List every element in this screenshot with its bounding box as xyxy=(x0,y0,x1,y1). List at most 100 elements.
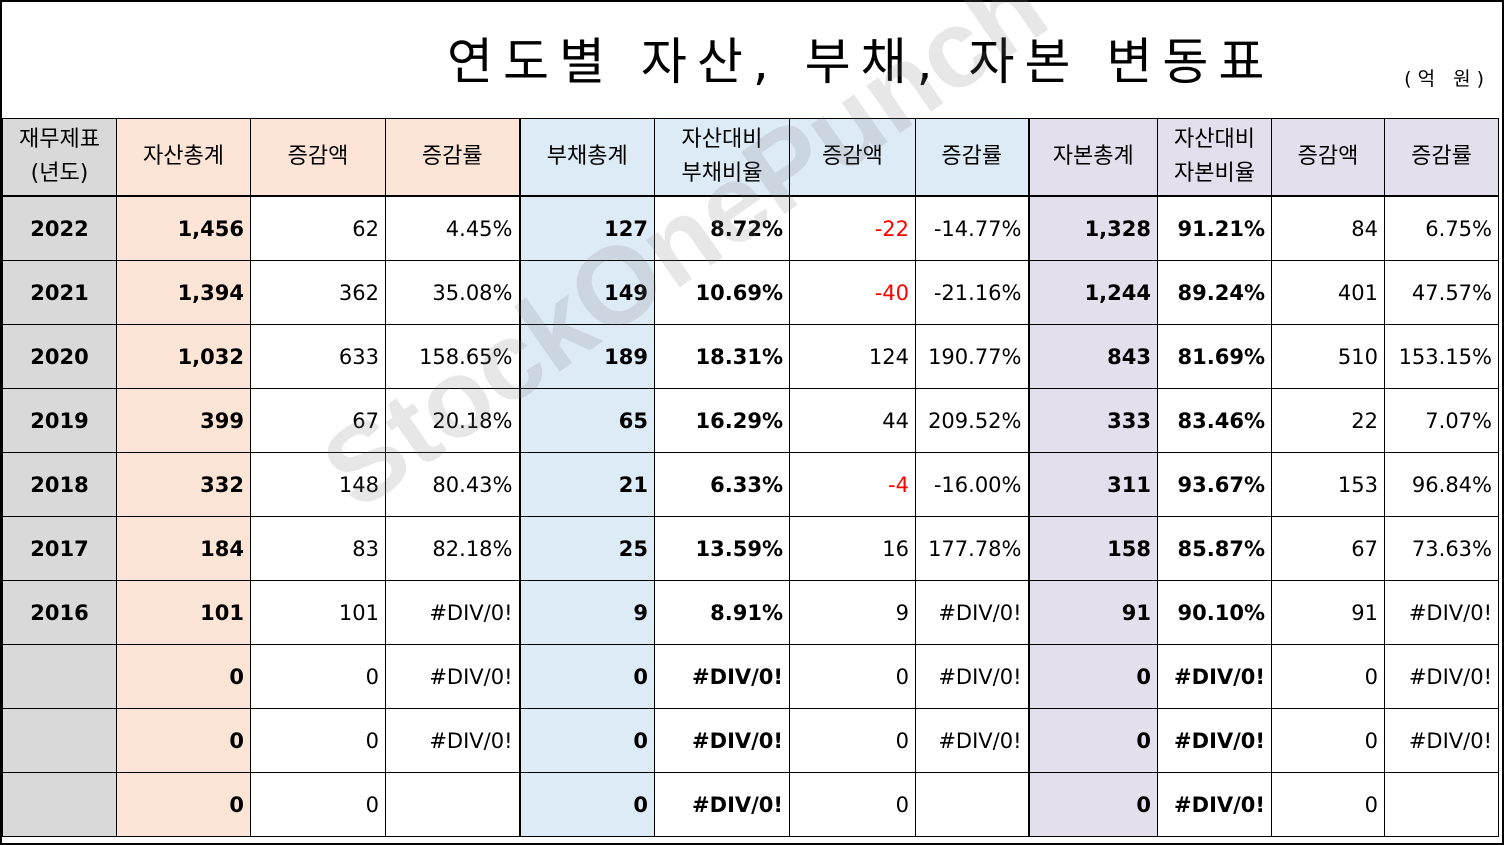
year-cell: 2017 xyxy=(2,516,117,581)
asset-change-cell: 148 xyxy=(250,452,386,517)
year-cell: 2022 xyxy=(2,195,117,261)
year-cell xyxy=(2,772,117,837)
table-row: 0 0 #DIV/0! 0 #DIV/0! 0 #DIV/0! 0 #DIV/0! 0 #DIV/0… xyxy=(2,644,1499,709)
equity-change-rate-cell: 6.75% xyxy=(1384,195,1499,261)
liability-change-cell: -4 xyxy=(789,452,916,517)
table-row: 2020 1,032 633 158.65% 189 18.31% 124 190.77% 84… xyxy=(2,324,1499,389)
header-liability-change: 증감액 xyxy=(789,118,916,197)
table-row: 2018 332 148 80.43% 21 6.33% -4 -16.00% 311 93.67… xyxy=(2,452,1499,517)
header-line-1: 자산대비 xyxy=(681,127,763,152)
page-title: 연도별 자산, 부채, 자본 변동표 xyxy=(447,33,1275,91)
asset-change-rate-cell: 35.08% xyxy=(385,260,520,325)
total-assets-cell: 1,032 xyxy=(116,324,251,389)
equity-change-rate-cell: 47.57% xyxy=(1384,260,1499,325)
header-line-1: 증감률 xyxy=(941,144,1003,169)
liability-change-rate-cell: 177.78% xyxy=(915,516,1029,581)
equity-change-rate-cell: 96.84% xyxy=(1384,452,1499,517)
header-asset-change: 증감액 xyxy=(250,118,386,197)
header-line-1: 부채총계 xyxy=(546,144,628,169)
asset-change-rate-cell: 82.18% xyxy=(385,516,520,581)
equity-ratio-cell: 83.46% xyxy=(1157,388,1272,453)
equity-change-cell: 401 xyxy=(1271,260,1385,325)
total-equity-cell: 311 xyxy=(1027,452,1158,517)
table-row: 2019 399 67 20.18% 65 16.29% 44 209.52% 333 83.46… xyxy=(2,388,1499,453)
equity-change-rate-cell: 73.63% xyxy=(1384,516,1499,581)
liability-ratio-cell: 6.33% xyxy=(654,452,790,517)
equity-ratio-cell: #DIV/0! xyxy=(1157,772,1272,837)
header-line-1: 재무제표 xyxy=(19,127,100,152)
asset-change-cell: 83 xyxy=(250,516,386,581)
liability-change-cell: -22 xyxy=(789,195,916,261)
total-liabilities-cell: 127 xyxy=(518,195,655,261)
liability-change-rate-cell: #DIV/0! xyxy=(915,580,1029,645)
equity-ratio-cell: #DIV/0! xyxy=(1157,708,1272,773)
total-liabilities-cell: 0 xyxy=(518,772,655,837)
header-line-1: 증감액 xyxy=(1297,144,1359,169)
header-total-equity: 자본총계 xyxy=(1027,118,1158,197)
total-assets-cell: 184 xyxy=(116,516,251,581)
total-equity-cell: 0 xyxy=(1027,708,1158,773)
title-row: 연도별 자산, 부채, 자본 변동표 (억 원) xyxy=(2,2,1498,120)
asset-change-cell: 101 xyxy=(250,580,386,645)
asset-change-cell: 362 xyxy=(250,260,386,325)
year-cell: 2018 xyxy=(2,452,117,517)
asset-change-rate-cell: 80.43% xyxy=(385,452,520,517)
equity-change-rate-cell: 7.07% xyxy=(1384,388,1499,453)
equity-ratio-cell: 91.21% xyxy=(1157,195,1272,261)
equity-change-rate-cell: #DIV/0! xyxy=(1384,708,1499,773)
liability-ratio-cell: 13.59% xyxy=(654,516,790,581)
liability-change-rate-cell: #DIV/0! xyxy=(915,644,1029,709)
total-equity-cell: 843 xyxy=(1027,324,1158,389)
table-row: 0 0 0 #DIV/0! 0 0 #DIV/0! 0 xyxy=(2,772,1499,837)
liability-ratio-cell: 10.69% xyxy=(654,260,790,325)
total-liabilities-cell: 9 xyxy=(518,580,655,645)
total-equity-cell: 0 xyxy=(1027,772,1158,837)
unit-label: (억 원) xyxy=(1404,68,1490,90)
year-cell: 2020 xyxy=(2,324,117,389)
year-cell xyxy=(2,644,117,709)
header-line-1: 증감률 xyxy=(1411,144,1472,169)
header-line-1: 자산대비 xyxy=(1174,127,1255,152)
asset-change-cell: 0 xyxy=(250,708,386,773)
table-row: 2022 1,456 62 4.45% 127 8.72% -22 -14.77% 1,328 9… xyxy=(2,195,1499,261)
asset-change-rate-cell: #DIV/0! xyxy=(385,644,520,709)
year-cell: 2021 xyxy=(2,260,117,325)
total-liabilities-cell: 0 xyxy=(518,708,655,773)
total-equity-cell: 91 xyxy=(1027,580,1158,645)
asset-change-cell: 0 xyxy=(250,772,386,837)
header-line-2: 자본비율 xyxy=(1174,161,1255,186)
header-year: 재무제표 (년도) xyxy=(2,118,117,197)
table-row: 2017 184 83 82.18% 25 13.59% 16 177.78% 158 85.87… xyxy=(2,516,1499,581)
total-liabilities-cell: 189 xyxy=(518,324,655,389)
total-assets-cell: 332 xyxy=(116,452,251,517)
total-equity-cell: 1,244 xyxy=(1027,260,1158,325)
equity-change-cell: 84 xyxy=(1271,195,1385,261)
asset-change-rate-cell: 4.45% xyxy=(385,195,520,261)
header-liability-change-rate: 증감률 xyxy=(915,118,1029,197)
equity-ratio-cell: 89.24% xyxy=(1157,260,1272,325)
total-liabilities-cell: 25 xyxy=(518,516,655,581)
asset-change-cell: 633 xyxy=(250,324,386,389)
liability-change-rate-cell: -21.16% xyxy=(915,260,1029,325)
header-line-1: 자산총계 xyxy=(143,144,224,169)
liability-change-cell: 16 xyxy=(789,516,916,581)
total-equity-cell: 0 xyxy=(1027,644,1158,709)
equity-change-cell: 22 xyxy=(1271,388,1385,453)
header-total-assets: 자산총계 xyxy=(116,118,251,197)
asset-change-cell: 0 xyxy=(250,644,386,709)
asset-change-rate-cell: #DIV/0! xyxy=(385,580,520,645)
header-line-1: 증감액 xyxy=(822,144,883,169)
year-cell: 2016 xyxy=(2,580,117,645)
liability-change-cell: 124 xyxy=(789,324,916,389)
total-assets-cell: 0 xyxy=(116,644,251,709)
total-assets-cell: 101 xyxy=(116,580,251,645)
liability-change-rate-cell: -16.00% xyxy=(915,452,1029,517)
equity-change-rate-cell: 153.15% xyxy=(1384,324,1499,389)
liability-change-cell: 0 xyxy=(789,708,916,773)
total-liabilities-cell: 65 xyxy=(518,388,655,453)
header-line-2: 부채비율 xyxy=(681,161,763,186)
header-total-liabilities: 부채총계 xyxy=(518,118,655,197)
liability-ratio-cell: 16.29% xyxy=(654,388,790,453)
equity-change-cell: 510 xyxy=(1271,324,1385,389)
liability-ratio-cell: 8.72% xyxy=(654,195,790,261)
